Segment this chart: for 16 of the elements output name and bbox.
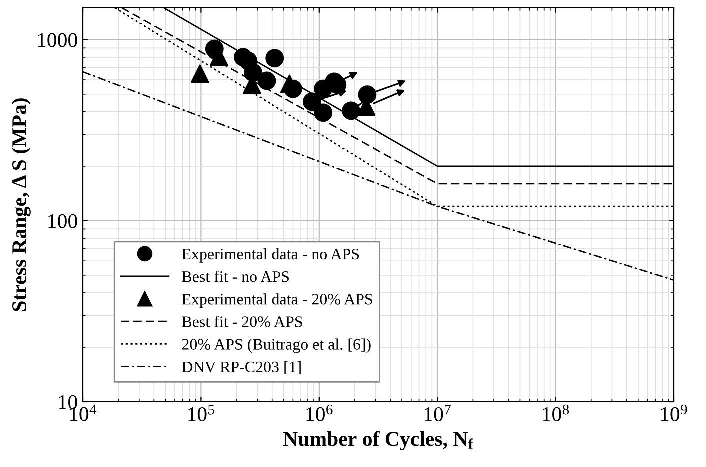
legend-label: Best fit - 20% APS	[182, 316, 302, 328]
x-axis-title: Number of Cycles, N$_{f}$	[283, 431, 474, 450]
x-tick-label: 10$^{6}$	[306, 404, 333, 422]
x-tick-label: 10$^{5}$	[188, 405, 214, 422]
x-tick-label: 10$^{8}$	[543, 404, 570, 422]
legend-label: DNV RP-C203 [1]	[182, 361, 301, 375]
x-tick-label: 10$^{9}$	[661, 404, 688, 422]
legend-label: Experimental data - 20% APS	[182, 294, 372, 308]
y-axis-title: Stress Range, Δ S (MPa)	[12, 98, 31, 312]
y-tick-label: 1000	[38, 33, 78, 48]
y-tick-label: 100	[48, 214, 78, 228]
y-tick-label: 10	[59, 395, 78, 410]
legend-label: 20% APS (Buitrago et al. [6])	[182, 338, 371, 354]
legend-label: Experimental data - no APS	[182, 248, 360, 263]
x-tick-label: 10$^{7}$	[424, 405, 451, 422]
legend-label: Best fit - no APS	[182, 270, 289, 282]
